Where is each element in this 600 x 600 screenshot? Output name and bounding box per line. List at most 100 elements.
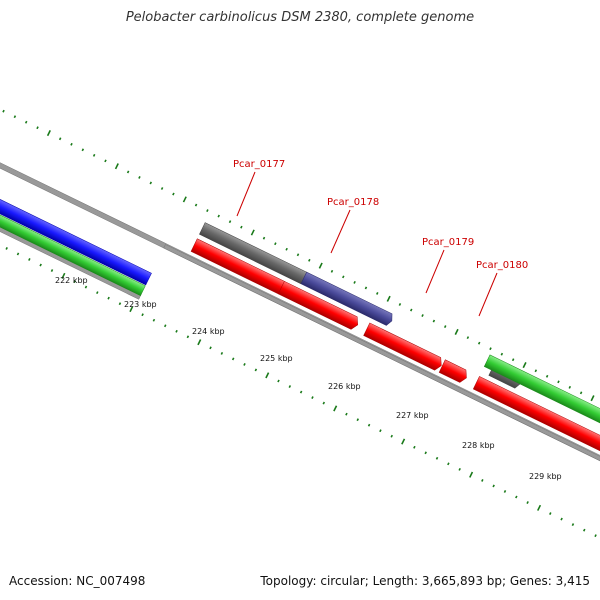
lower-tick-mark [277,379,280,383]
upper-tick-mark [46,130,51,137]
lower-tick-mark [265,372,270,379]
lower-tick-mark [560,517,563,521]
tick-label-227: 227 kbp [396,411,429,420]
upper-tick-mark [568,385,572,389]
upper-tick-mark [454,328,459,335]
gene-reverse-red-4[interactable] [438,359,469,384]
lower-tick-mark [39,263,42,267]
leader-line-pcar-0177 [236,171,256,217]
upper-tick-mark [206,209,209,213]
upper-tick-mark [285,247,288,251]
upper-tick-mark [228,220,232,224]
leader-line-pcar-0180 [478,272,498,317]
lower-tick-mark [118,302,122,306]
lower-tick-mark [492,484,495,488]
gene-right-green[interactable] [483,354,600,455]
upper-tick-mark [557,380,560,384]
upper-tick-mark [296,253,300,257]
gene-reverse-red-3[interactable] [363,322,445,372]
upper-tick-mark [466,336,470,340]
upper-tick-mark [545,374,549,378]
upper-tick-mark [274,242,277,246]
tick-label-226: 226 kbp [328,382,361,391]
gene-reverse-red-2[interactable] [277,280,361,331]
upper-tick-mark [104,159,107,163]
lower-tick-mark [16,252,20,256]
upper-tick-mark [398,303,402,306]
lower-tick-mark [209,346,212,350]
lower-tick-mark [515,495,518,499]
upper-tick-mark [409,308,413,312]
upper-tick-mark [489,347,492,351]
tick-label-225: 225 kbp [260,354,293,363]
lower-tick-mark [84,285,88,289]
upper-tick-mark [376,292,379,295]
accession-text: Accession: NC_007498 [9,574,146,588]
upper-tick-mark [342,275,345,279]
lower-tick-mark [333,405,338,412]
lower-tick-mark [231,357,235,361]
lower-tick-mark [254,368,258,372]
tick-label-224: 224 kbp [192,327,225,336]
upper-tick-mark [217,214,220,218]
upper-tick-mark [92,153,96,157]
lower-tick-mark [413,445,416,449]
lower-tick-mark [549,512,552,515]
lower-tick-row [5,247,597,538]
lower-tick-mark [390,434,393,438]
upper-tick-mark [24,120,28,124]
map-title: Pelobacter carbinolicus DSM 2380, comple… [125,10,475,25]
lower-tick-mark [163,324,167,328]
upper-tick-mark [511,358,515,362]
upper-tick-mark [477,341,481,345]
lower-tick-mark [367,423,371,427]
lower-tick-mark [299,390,303,394]
lower-tick-mark [129,305,134,313]
lower-tick-mark [401,438,406,445]
lower-tick-mark [537,504,542,511]
lower-tick-mark [73,280,76,284]
gene-left-green[interactable] [0,175,146,297]
gene-reverse-red-right[interactable] [472,376,600,478]
upper-tick-mark [432,319,436,323]
upper-tick-row [2,109,595,402]
lower-tick-mark [424,451,427,455]
gene-label-pcar-0180[interactable]: Pcar_0180 [476,260,528,271]
upper-tick-mark [443,325,447,329]
tick-label-228: 228 kbp [462,441,495,450]
lower-tick-mark [458,467,461,471]
lower-tick-mark [435,456,439,460]
upper-tick-mark [534,369,538,373]
upper-tick-mark [590,395,595,402]
upper-tick-mark [330,269,334,273]
upper-tick-mark [13,115,17,119]
upper-tick-mark [262,236,266,240]
upper-tick-mark [2,109,5,113]
lower-tick-mark [526,501,529,504]
tick-label-229: 229 kbp [529,472,562,481]
lower-tick-mark [356,418,360,422]
lower-tick-mark [288,385,292,388]
lower-tick-mark [186,335,190,339]
lower-tick-mark [469,471,474,478]
upper-tick-mark [500,352,504,356]
lower-tick-mark [220,351,224,355]
leader-line-pcar-0178 [330,209,351,254]
gene-label-pcar-0178[interactable]: Pcar_0178 [327,197,379,208]
upper-tick-mark [81,148,85,152]
gene-label-pcar-0179[interactable]: Pcar_0179 [422,237,474,248]
tick-label-223: 223 kbp [124,300,157,309]
gene-forward-blue[interactable] [0,163,152,286]
upper-tick-mark [364,286,368,290]
lower-tick-mark [152,318,156,322]
lower-tick-mark [447,462,450,466]
upper-tick-mark [318,262,323,269]
lower-tick-mark [61,272,66,279]
lower-tick-mark [571,523,575,527]
gene-label-pcar-0177[interactable]: Pcar_0177 [233,159,285,170]
lower-tick-mark [583,528,586,532]
gene-pcar-0178[interactable] [300,271,395,327]
lower-tick-mark [311,396,314,400]
